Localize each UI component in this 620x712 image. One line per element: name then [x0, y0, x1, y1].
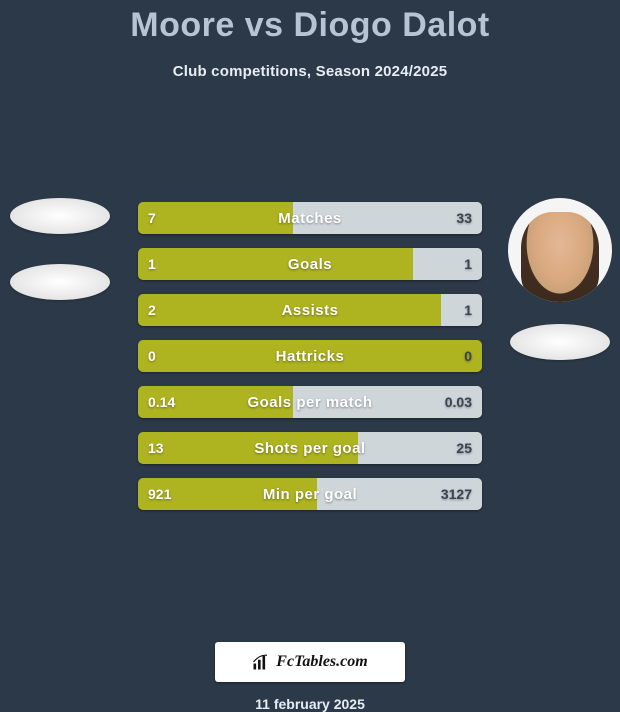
stat-row-right-fill — [358, 432, 482, 464]
player1-avatar-col — [0, 198, 120, 300]
player2-face-icon — [521, 212, 599, 302]
source-logo: FcTables.com — [215, 642, 405, 682]
stat-left-value: 0 — [148, 340, 156, 372]
vs-label: vs — [245, 6, 284, 44]
stat-row-right-fill — [293, 386, 482, 418]
stat-row: 0.140.03Goals per match — [138, 386, 482, 418]
stat-row-right-fill — [317, 478, 482, 510]
stat-row: 11Goals — [138, 248, 482, 280]
footer-date: 11 february 2025 — [0, 696, 620, 712]
stat-right-value: 0 — [464, 340, 472, 372]
stat-row-right-fill — [293, 202, 482, 234]
player1-avatar-placeholder — [10, 198, 110, 234]
player2-avatar-col — [500, 198, 620, 360]
source-logo-text: FcTables.com — [276, 653, 367, 671]
comparison-lane: 733Matches11Goals21Assists00Hattricks0.1… — [0, 80, 620, 620]
player1-club-crest — [10, 264, 110, 300]
player2-name: Diogo Dalot — [293, 6, 489, 44]
stat-row: 733Matches — [138, 202, 482, 234]
player2-avatar — [508, 198, 612, 302]
stat-left-value: 2 — [148, 294, 156, 326]
page-title: Moore vs Diogo Dalot — [0, 0, 620, 45]
stat-left-value: 13 — [148, 432, 164, 464]
stat-row: 0 0Hattricks — [138, 340, 482, 372]
stat-label: Hattricks — [138, 340, 482, 372]
stat-label: Assists — [138, 294, 482, 326]
stat-left-value: 921 — [148, 478, 171, 510]
player1-name: Moore — [130, 6, 235, 44]
stat-bars: 733Matches11Goals21Assists00Hattricks0.1… — [138, 202, 482, 524]
stat-left-value: 0.14 — [148, 386, 175, 418]
player2-club-crest — [510, 324, 610, 360]
stat-row: 21Assists — [138, 294, 482, 326]
bars-icon — [252, 653, 270, 671]
stat-row: 9213127Min per goal — [138, 478, 482, 510]
stat-row-right-fill — [413, 248, 482, 280]
stat-left-value: 7 — [148, 202, 156, 234]
stat-row-right-fill — [441, 294, 482, 326]
stat-left-value: 1 — [148, 248, 156, 280]
subtitle: Club competitions, Season 2024/2025 — [0, 63, 620, 80]
stat-row: 1325Shots per goal — [138, 432, 482, 464]
